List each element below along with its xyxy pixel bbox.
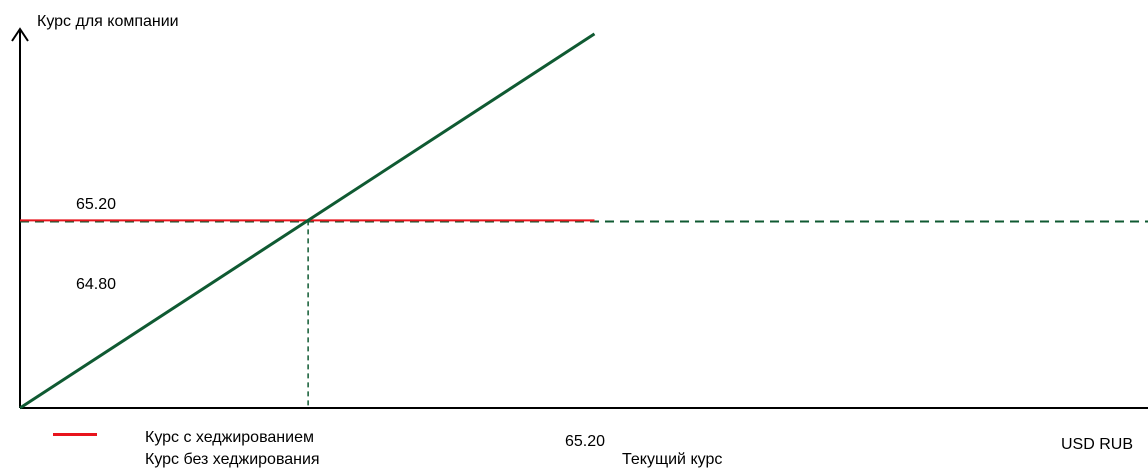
legend-swatch-hedged <box>53 433 97 436</box>
x-marker-label: 65.20 <box>565 433 606 450</box>
x-axis-center-label: Текущий курс <box>622 451 723 468</box>
y-axis-label: Курс для компании <box>37 13 179 30</box>
y-axis-arrowhead <box>11 27 29 42</box>
hedged-level-label: 65.20 <box>76 196 117 213</box>
x-axis-right-label: USD RUB <box>1061 436 1134 453</box>
series-line-unhedged <box>19 32 596 410</box>
legend-entry-unhedged: Курс без хеджирования <box>145 451 320 468</box>
legend-entry-hedged: Курс с хеджированием <box>145 429 314 446</box>
dashed-level-label: 64.80 <box>76 276 117 293</box>
